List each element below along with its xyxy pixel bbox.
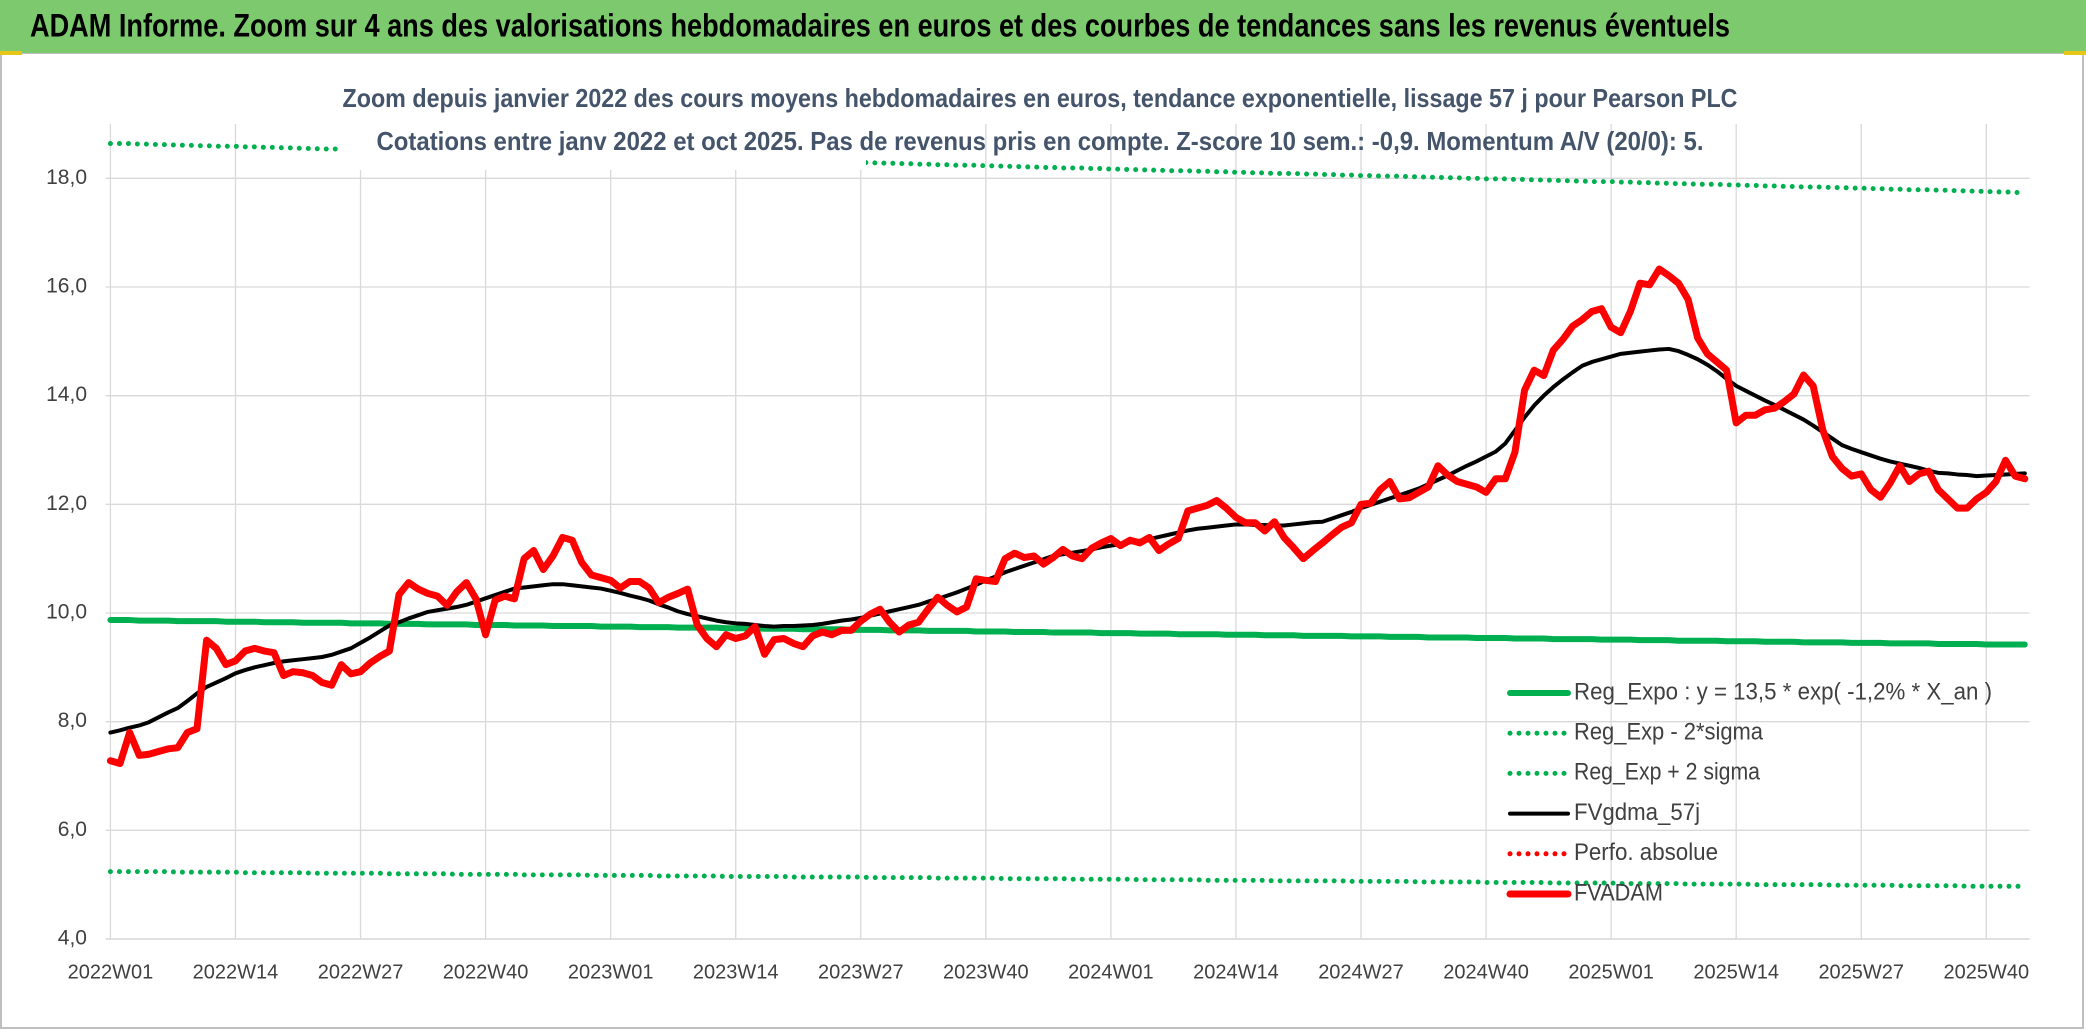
x-tick-label: 2023W14 <box>693 961 779 983</box>
x-tick-label: 2024W01 <box>1068 961 1154 983</box>
header-bar <box>0 0 2086 53</box>
x-tick-label: 2025W14 <box>1693 961 1779 983</box>
corner-accent <box>2064 51 2086 55</box>
x-tick-label: 2025W40 <box>1943 961 2029 983</box>
legend-label: FVADAM <box>1574 879 1663 906</box>
chart-title: Zoom depuis janvier 2022 des cours moyen… <box>343 83 1738 113</box>
y-tick-label: 12,0 <box>46 492 87 515</box>
x-tick-label: 2025W01 <box>1568 961 1654 983</box>
y-tick-label: 18,0 <box>46 166 87 189</box>
chart-subtitle: Cotations entre janv 2022 et oct 2025. P… <box>377 126 1704 156</box>
x-tick-label: 2022W27 <box>318 961 404 983</box>
y-tick-label: 14,0 <box>46 383 87 406</box>
x-tick-label: 2024W40 <box>1443 961 1529 983</box>
plot-area: 4,0 6,0 8,0 10,0 12,0 14,0 16,0 18,0 2022W01 2022… <box>46 124 2030 983</box>
x-tick-label: 2023W40 <box>943 961 1029 983</box>
legend-label: Reg_Exp + 2 sigma <box>1574 759 1761 786</box>
legend-label: Reg_Exp - 2*sigma <box>1574 719 1764 746</box>
chart-frame <box>0 52 2084 1029</box>
x-tick-label: 2024W14 <box>1193 961 1279 983</box>
legend: Reg_Expo : y = 13,5 * exp( -1,2% * X_an … <box>1506 678 1992 906</box>
y-tick-label: 8,0 <box>58 709 87 732</box>
x-tick-label: 2022W01 <box>68 961 154 983</box>
legend-label: FVgdma_57j <box>1574 799 1700 826</box>
series-line <box>106 265 2029 767</box>
legend-label: Perfo. absolue <box>1574 839 1718 866</box>
x-tick-label: 2023W01 <box>568 961 654 983</box>
x-tick-label: 2023W27 <box>818 961 904 983</box>
y-tick-label: 16,0 <box>46 275 87 298</box>
legend-label: Reg_Expo : y = 13,5 * exp( -1,2% * X_an … <box>1574 678 1992 705</box>
x-tick-label: 2024W27 <box>1318 961 1404 983</box>
corner-accent <box>0 51 22 55</box>
header-title: ADAM Informe. Zoom sur 4 ans des valoris… <box>30 7 1730 43</box>
y-tick-label: 4,0 <box>58 927 87 950</box>
x-tick-label: 2022W40 <box>443 961 529 983</box>
title-background <box>339 78 866 170</box>
y-tick-label: 6,0 <box>58 818 87 841</box>
y-tick-label: 10,0 <box>46 601 87 624</box>
series-line <box>107 617 2028 648</box>
x-tick-label: 2022W14 <box>193 961 279 983</box>
x-tick-label: 2025W27 <box>1818 961 1904 983</box>
